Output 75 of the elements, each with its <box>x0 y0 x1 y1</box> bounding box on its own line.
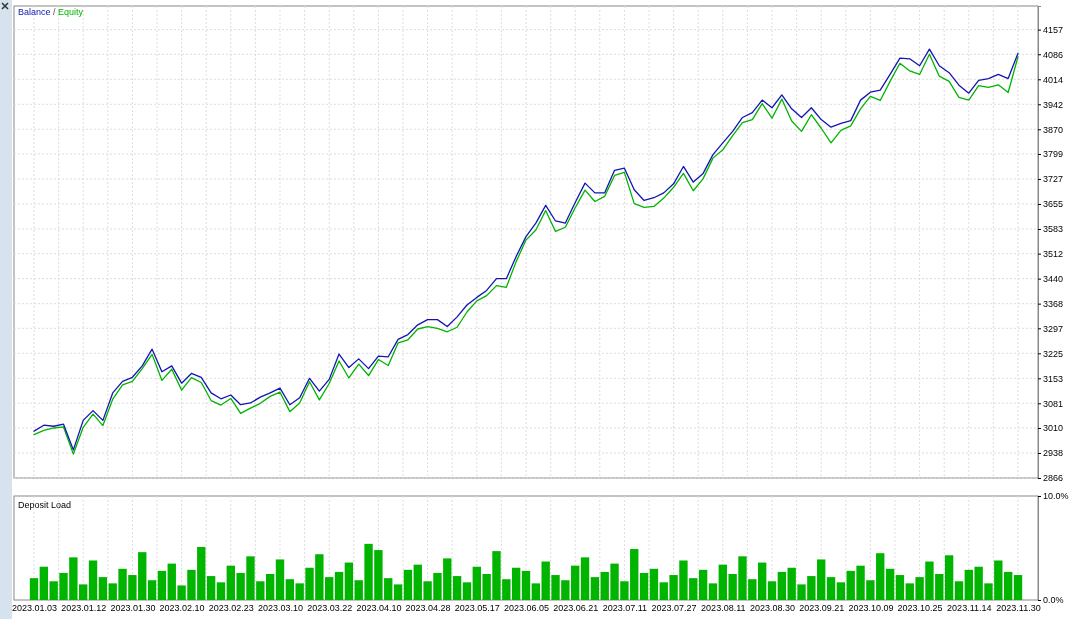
y-tick-label: 4086 <box>1043 49 1064 60</box>
bar <box>29 578 39 600</box>
y-tick-label: 0.0% <box>1043 595 1064 606</box>
x-tick-label: 2023.06.05 <box>503 603 550 614</box>
y-tick-label: 3297 <box>1043 323 1064 334</box>
bar <box>393 584 403 600</box>
bar <box>639 572 649 600</box>
y-tick-label: 3799 <box>1043 149 1064 160</box>
y-tick-label: 3583 <box>1043 224 1064 235</box>
x-tick-label: 2023.11.14 <box>947 603 992 614</box>
x-tick-label: 2023.04.28 <box>405 603 451 614</box>
y-tick-label: 3368 <box>1043 299 1064 310</box>
bar <box>521 570 531 600</box>
y-tick-label: 3225 <box>1043 348 1064 359</box>
y-tick-label: 4014 <box>1043 74 1064 85</box>
y-tick-label: 3153 <box>1043 373 1064 384</box>
y-tick-label: 10.0% <box>1043 491 1069 502</box>
bar <box>708 583 718 600</box>
y-tick-label: 3727 <box>1043 174 1064 185</box>
bar <box>334 571 344 600</box>
x-tick-label: 2023.11.30 <box>996 603 1041 614</box>
x-tick-label: 2023.01.03 <box>11 603 58 614</box>
bar <box>275 559 285 600</box>
y-tick-label: 3655 <box>1043 199 1064 210</box>
bar <box>206 576 216 600</box>
y-tick-label: 3440 <box>1043 274 1064 285</box>
bar <box>885 568 895 600</box>
x-tick-label: 2023.08.30 <box>749 603 796 614</box>
y-tick-label: 3870 <box>1043 124 1064 135</box>
y-tick-label: 3942 <box>1043 99 1064 110</box>
bar <box>698 569 708 600</box>
bar <box>403 569 413 600</box>
bar <box>826 577 836 600</box>
bar <box>954 581 964 600</box>
x-tick-label: 2023.07.27 <box>651 603 697 614</box>
bar <box>462 582 472 600</box>
bar <box>649 568 659 600</box>
y-tick-label: 3010 <box>1043 423 1064 434</box>
x-tick-label: 2023.03.10 <box>257 603 304 614</box>
y-tick-label: 3081 <box>1043 398 1064 409</box>
bar <box>1013 575 1023 600</box>
bar <box>590 577 600 600</box>
x-tick-label: 2023.07.11 <box>602 603 648 614</box>
bar <box>344 562 354 600</box>
x-tick-label: 2023.10.25 <box>897 603 943 614</box>
bar <box>147 580 157 600</box>
text: Balance <box>18 7 51 17</box>
bar <box>216 582 226 600</box>
bar <box>580 557 590 600</box>
y-tick-label: 4157 <box>1043 25 1064 35</box>
bar <box>944 555 954 600</box>
x-tick-label: 2023.01.30 <box>110 603 156 614</box>
bar <box>88 560 98 600</box>
y-tick-label: 2866 <box>1043 473 1064 484</box>
x-tick-label: 2023.10.09 <box>848 603 894 614</box>
x-tick-label: 2023.05.17 <box>454 603 500 614</box>
x-tick-label: 2023.09.21 <box>799 603 845 614</box>
x-tick-label: 2023.01.12 <box>61 603 107 614</box>
x-tick-label: 2023.06.21 <box>553 603 599 614</box>
x-tick-label: 2023.02.10 <box>159 603 205 614</box>
text: Equity <box>58 7 84 17</box>
chart-title: Deposit Load <box>18 500 72 510</box>
bar <box>836 582 846 600</box>
x-tick-label: 2023.03.22 <box>307 603 353 614</box>
x-tick-label: 2023.04.10 <box>356 603 402 614</box>
y-tick-label: 3512 <box>1043 249 1064 260</box>
bar <box>767 581 777 600</box>
annotation: / <box>50 7 59 17</box>
bar <box>157 570 167 600</box>
x-tick-label: 2023.08.11 <box>701 603 746 614</box>
x-tick-label: 2023.02.23 <box>208 603 254 614</box>
bar <box>452 576 462 600</box>
bar <box>895 575 905 600</box>
bar <box>98 577 108 600</box>
y-tick-label: 2938 <box>1043 448 1064 459</box>
